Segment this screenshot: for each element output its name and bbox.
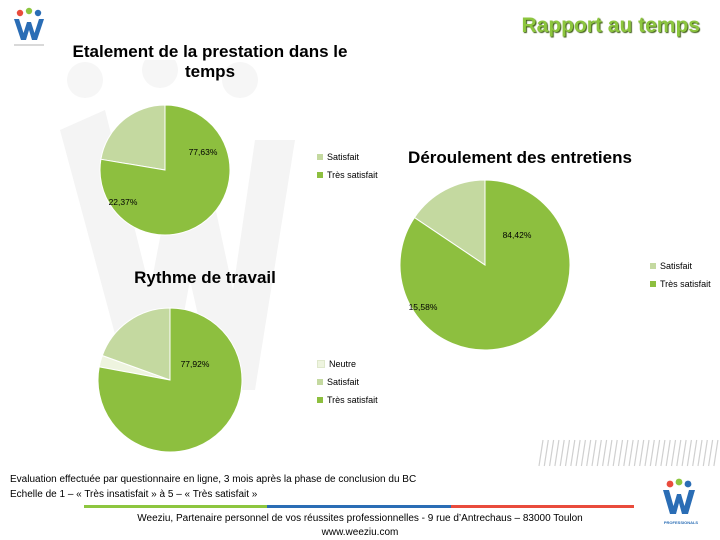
logo-dot-blue: [34, 9, 42, 17]
logo-w: [14, 19, 44, 40]
logo-caption: PROFESSIONALS: [663, 520, 699, 525]
legend-item: Satisfait: [317, 373, 378, 391]
chart1-title: Etalement de la prestation dans le temps: [60, 42, 360, 82]
legend-item: Très satisfait: [317, 391, 378, 409]
footer-company: Weeziu, Partenaire personnel de vos réus…: [0, 512, 720, 540]
footer-note: Evaluation effectuée par questionnaire e…: [10, 472, 416, 502]
footer-company-text: Weeziu, Partenaire personnel de vos réus…: [137, 513, 583, 524]
legend-swatch-satisfait: [317, 154, 323, 160]
logo-dot-red: [16, 9, 24, 17]
legend-swatch-satisfait: [317, 379, 323, 385]
chart1-title-line1: Etalement de la prestation dans le: [72, 42, 348, 61]
chart1-pie: 22,37% 77,63%: [99, 104, 231, 236]
legend-label: Neutre: [329, 359, 357, 369]
legend-swatch-tres-satisfait: [650, 281, 656, 287]
pie-data-label: 77,92%: [181, 359, 210, 369]
pie-slice-satisfait: [100, 104, 166, 171]
legend-item: Neutre: [317, 355, 378, 373]
pie-data-label: 22,37%: [109, 197, 138, 207]
weeziu-logo: [14, 7, 44, 46]
logo-tagline: [14, 44, 44, 46]
legend-item: Très satisfait: [650, 275, 711, 293]
footer-note-line1: Evaluation effectuée par questionnaire e…: [10, 474, 417, 485]
chart3-title: Rythme de travail: [134, 268, 276, 287]
chart3-legend: Neutre Satisfait Très satisfait: [317, 355, 378, 409]
chart2-legend: Satisfait Très satisfait: [650, 257, 711, 293]
pie-data-label: 77,63%: [189, 147, 218, 157]
legend-item: Satisfait: [317, 148, 378, 166]
page-title: Rapport au temps: [521, 14, 700, 37]
legend-label: Très satisfait: [660, 279, 711, 289]
pie-data-label: 84,42%: [503, 230, 532, 240]
legend-swatch-neutre: [317, 360, 325, 368]
legend-label: Satisfait: [660, 261, 693, 271]
legend-label: Très satisfait: [327, 170, 378, 180]
legend-item: Très satisfait: [317, 166, 378, 184]
chart2-pie: 15,58% 84,42%: [399, 179, 571, 351]
chart1-legend: Satisfait Très satisfait: [317, 148, 378, 184]
pie-slice-satisfait: [413, 179, 486, 266]
footer-divider: [84, 505, 634, 508]
footer-note-line2: Echelle de 1 – « Très insatisfait » à 5 …: [10, 489, 258, 500]
pie-slice-tres-satisfait: [399, 179, 571, 351]
footer-website[interactable]: www.weeziu.com: [321, 527, 399, 538]
pie-slice-satisfait: [101, 307, 171, 381]
pie-slice-tres-satisfait: [99, 104, 231, 236]
legend-item: Satisfait: [650, 257, 711, 275]
legend-swatch-tres-satisfait: [317, 397, 323, 403]
legend-swatch-satisfait: [650, 263, 656, 269]
chart2-title: Déroulement des entretiens: [408, 148, 632, 167]
chart3-pie: 2,60%19,48%77,92%: [97, 307, 243, 453]
chart1-title-line2: temps: [184, 62, 236, 81]
weeziu-logo-bottom: [663, 478, 695, 514]
legend-label: Satisfait: [327, 152, 360, 162]
pie-data-label: 15,58%: [409, 302, 438, 312]
pie-slice-tres-satisfait: [97, 307, 243, 453]
legend-label: Satisfait: [327, 377, 360, 387]
legend-label: Très satisfait: [327, 395, 378, 405]
logo-dot-green: [25, 7, 33, 15]
legend-swatch-tres-satisfait: [317, 172, 323, 178]
decorative-hatch: [538, 439, 719, 467]
